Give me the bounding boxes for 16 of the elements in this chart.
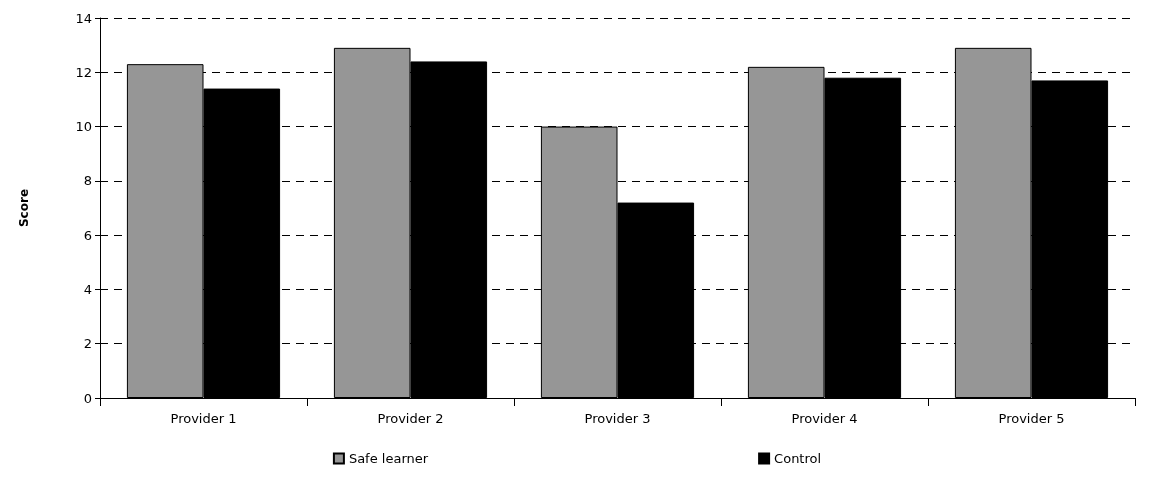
y-tick-label: 6 (83, 227, 92, 243)
x-tick-label: Provider 2 (377, 411, 444, 426)
x-tick-label: Provider 5 (998, 411, 1065, 426)
legend-label: Safe learner (348, 451, 429, 466)
x-tick-label: Provider 1 (170, 411, 237, 426)
legend-label: Control (774, 451, 822, 466)
y-tick-label: 12 (75, 64, 92, 80)
y-tick-label: 4 (83, 281, 92, 297)
y-tick-label: 10 (75, 119, 92, 135)
y-tick-label: 0 (83, 390, 92, 406)
y-axis-title: Score (17, 188, 31, 228)
y-tick-label: 8 (83, 173, 92, 189)
x-tick-label: Provider 3 (584, 411, 651, 426)
x-tick-label: Provider 4 (791, 411, 858, 426)
y-tick-label: 14 (75, 10, 92, 26)
y-tick-label: 2 (83, 336, 92, 352)
